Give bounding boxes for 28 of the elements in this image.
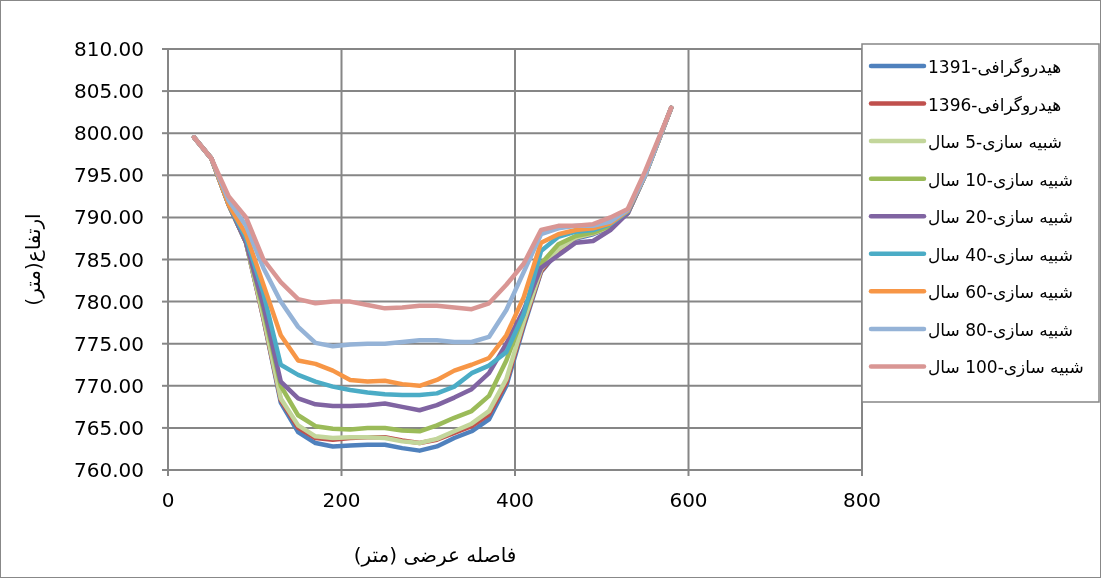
y-tick-label: 790.00 (74, 205, 144, 230)
legend-label: شبیه سازی-20 سال (928, 207, 1073, 228)
x-tick-label: 200 (322, 488, 361, 512)
legend-label: هیدروگرافی-1391 (928, 57, 1062, 77)
y-tick-label: 810.00 (74, 37, 144, 61)
y-tick-label: 795.00 (74, 163, 144, 188)
y-tick-label: 770.00 (74, 373, 144, 398)
legend-label: شبیه سازی-40 سال (928, 244, 1073, 265)
y-tick-label: 805.00 (74, 79, 144, 104)
y-tick-label: 765.00 (74, 415, 144, 440)
legend-label: شبیه سازی-10 سال (928, 169, 1073, 190)
legend-label: شبیه سازی-100 سال (928, 357, 1084, 378)
x-tick-label: 600 (669, 488, 708, 512)
legend-label: شبیه سازی-5 سال (928, 132, 1063, 153)
legend-label: هیدروگرافی-1396 (928, 94, 1062, 115)
y-tick-label: 785.00 (74, 247, 144, 272)
legend-label: شبیه سازی-60 سال (928, 282, 1073, 303)
y-tick-label: 800.00 (74, 121, 144, 146)
y-axis-title: ارتفاع(متر) (21, 213, 45, 306)
x-tick-label: 0 (161, 488, 175, 512)
y-tick-label: 775.00 (74, 331, 144, 356)
line-series (191, 105, 674, 312)
x-tick-label: 400 (495, 488, 535, 512)
y-tick-label: 780.00 (74, 289, 144, 314)
y-tick-label: 760.00 (74, 458, 144, 482)
legend-label: شبیه سازی-80 سال (928, 319, 1073, 340)
x-axis-title: فاصله عرضی (متر) (353, 543, 517, 567)
x-tick-label: 800 (842, 488, 882, 512)
